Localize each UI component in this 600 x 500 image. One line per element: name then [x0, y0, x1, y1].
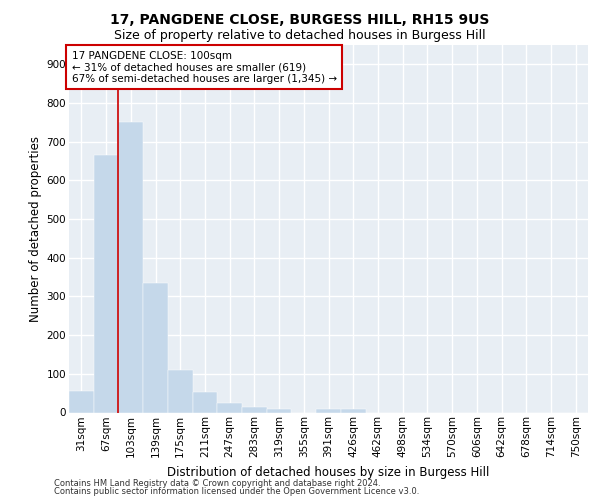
Text: Contains public sector information licensed under the Open Government Licence v3: Contains public sector information licen…	[54, 488, 419, 496]
Bar	[217, 403, 242, 412]
Bar	[94, 156, 118, 412]
Text: 17, PANGDENE CLOSE, BURGESS HILL, RH15 9US: 17, PANGDENE CLOSE, BURGESS HILL, RH15 9…	[110, 12, 490, 26]
Bar	[267, 408, 292, 412]
Bar	[316, 408, 341, 412]
Bar	[193, 392, 217, 412]
Y-axis label: Number of detached properties: Number of detached properties	[29, 136, 43, 322]
Bar	[341, 408, 365, 412]
Bar	[118, 122, 143, 412]
Bar	[69, 391, 94, 412]
Text: Contains HM Land Registry data © Crown copyright and database right 2024.: Contains HM Land Registry data © Crown c…	[54, 478, 380, 488]
Text: 17 PANGDENE CLOSE: 100sqm
← 31% of detached houses are smaller (619)
67% of semi: 17 PANGDENE CLOSE: 100sqm ← 31% of detac…	[71, 50, 337, 84]
Bar	[242, 406, 267, 412]
X-axis label: Distribution of detached houses by size in Burgess Hill: Distribution of detached houses by size …	[167, 466, 490, 478]
Bar	[143, 283, 168, 412]
Bar	[168, 370, 193, 412]
Text: Size of property relative to detached houses in Burgess Hill: Size of property relative to detached ho…	[114, 29, 486, 42]
